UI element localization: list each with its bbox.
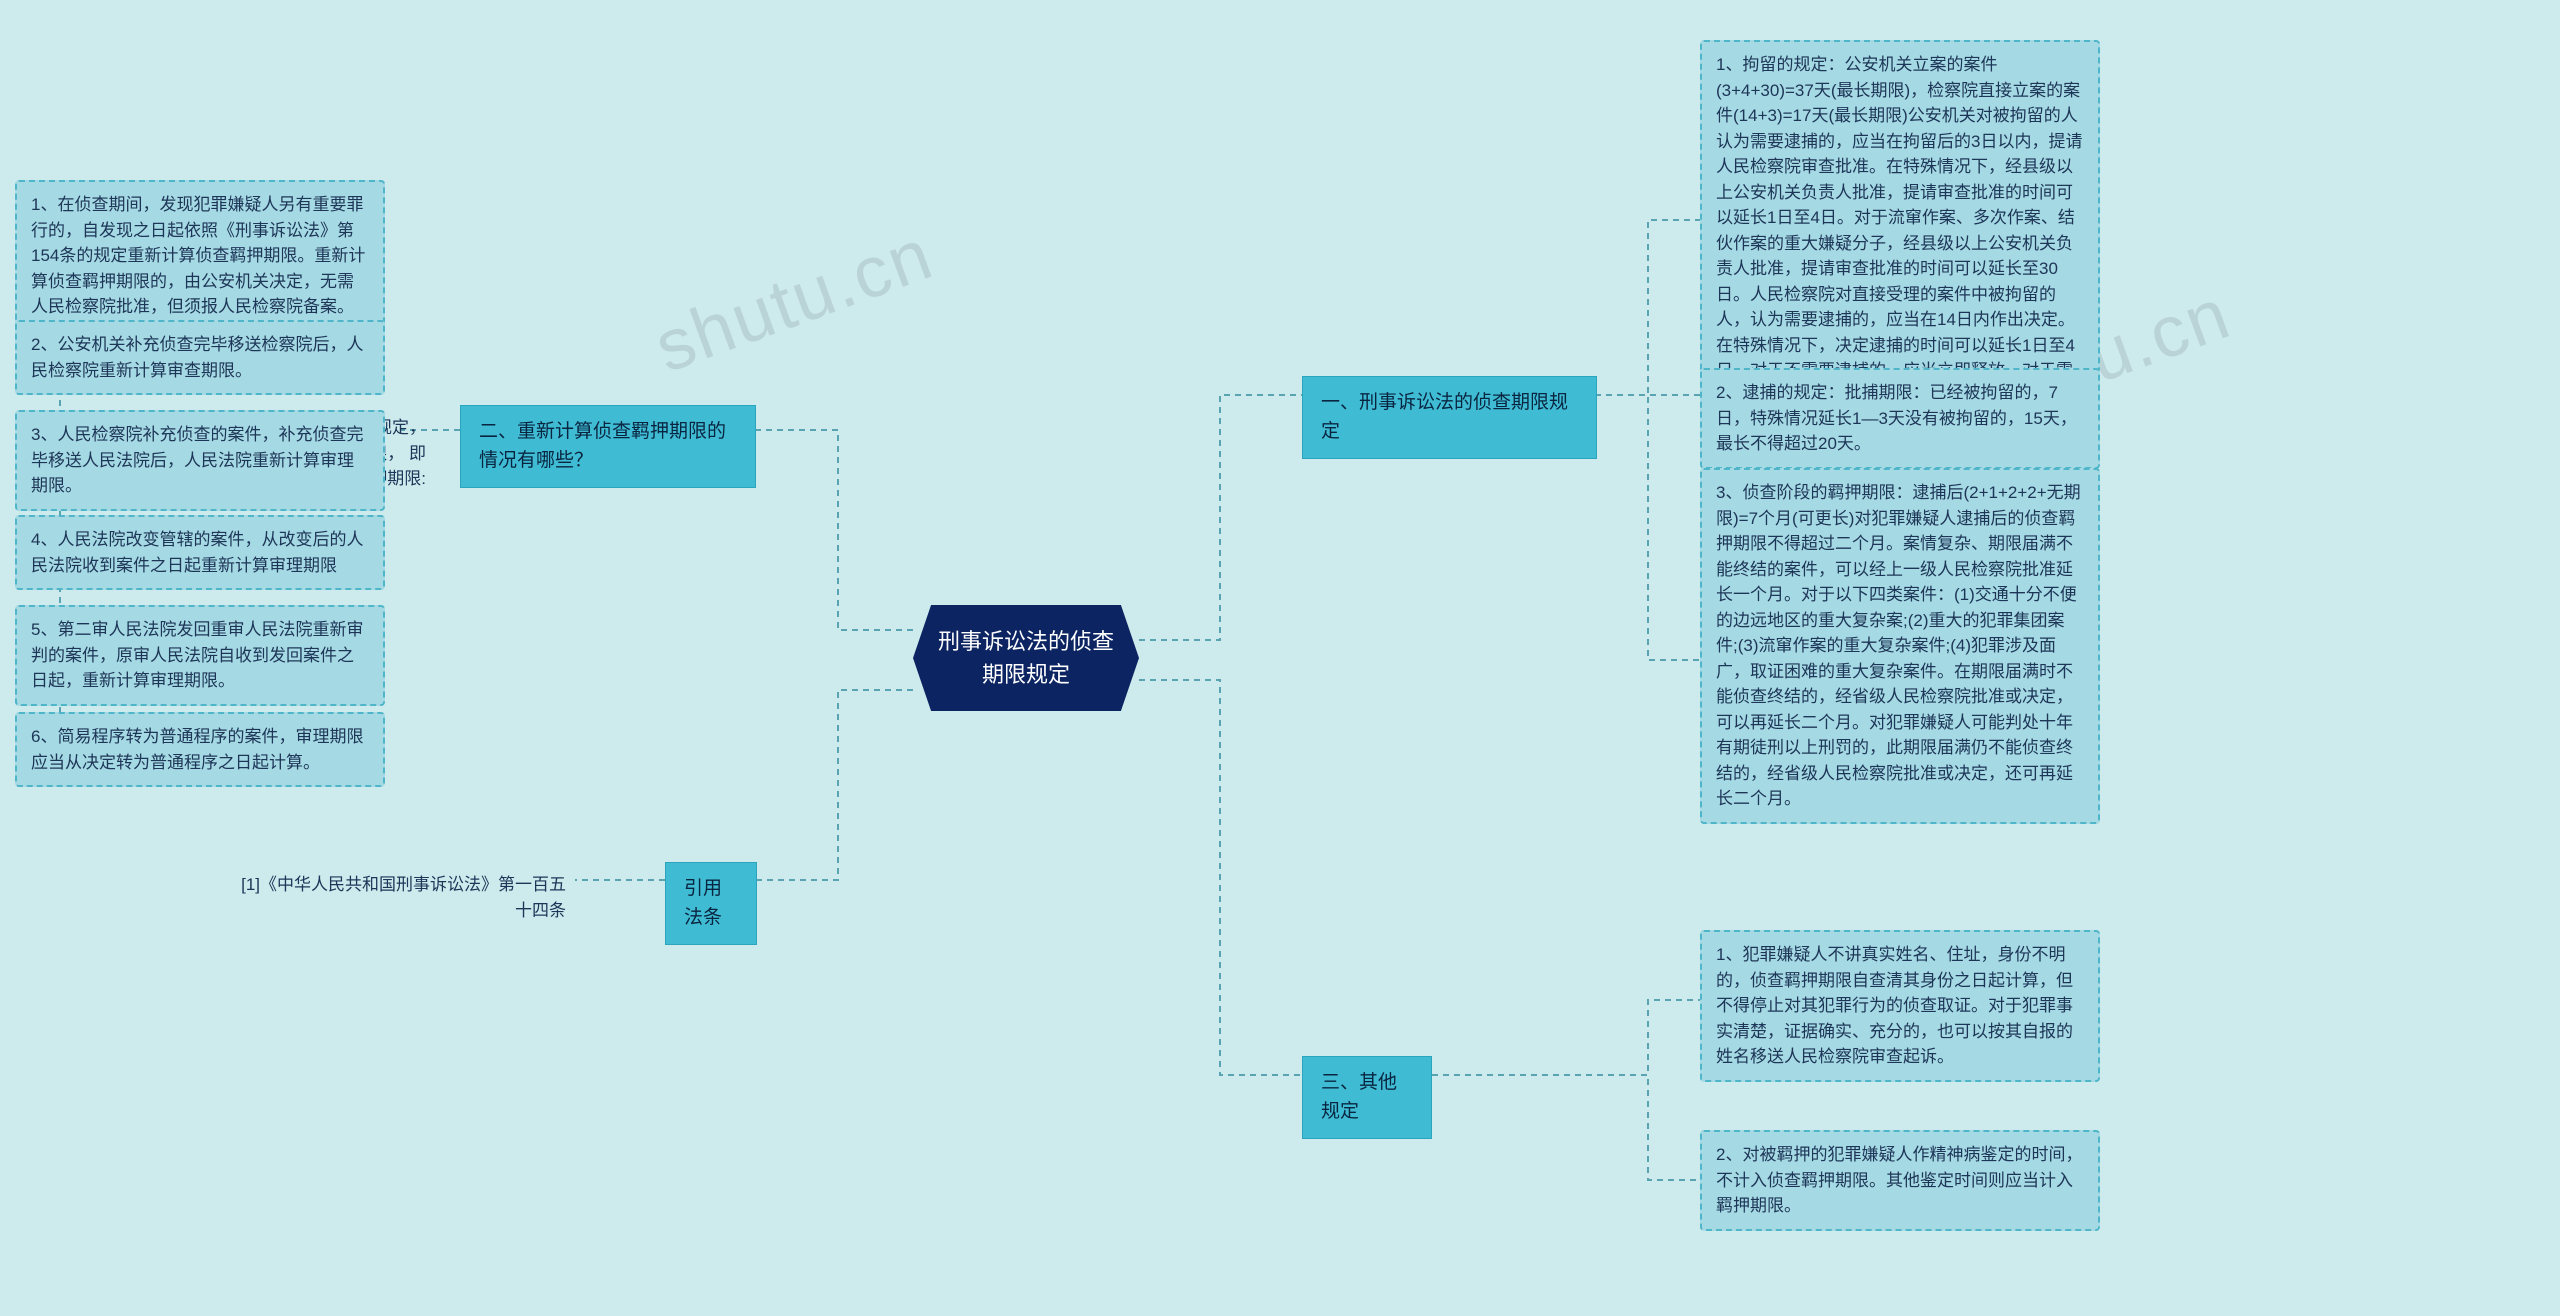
leaf-two-3b: 3、人民检察院补充侦查的案件，补充侦查完毕移送人民法院后，人民法院重新计算审理期…: [15, 410, 385, 511]
leaf-two-5: 5、第二审人民法院发回重审人民法院重新审判的案件，原审人民法院自收到发回案件之日…: [15, 605, 385, 706]
branch-three[interactable]: 三、其他规定: [1302, 1056, 1432, 1139]
watermark: shutu.cn: [645, 213, 944, 389]
leaf-two-1: 1、在侦查期间，发现犯罪嫌疑人另有重要罪行的，自发现之日起依照《刑事诉讼法》第1…: [15, 180, 385, 332]
leaf-one-3: 3、侦查阶段的羁押期限：逮捕后(2+1+2+2+无期限)=7个月(可更长)对犯罪…: [1700, 468, 2100, 824]
center-node: 刑事诉讼法的侦查期限规定: [913, 605, 1139, 711]
branch-one[interactable]: 一、刑事诉讼法的侦查期限规定: [1302, 376, 1597, 459]
leaf-ref-1: [1]《中华人民共和国刑事诉讼法》第一百五十四条: [220, 862, 580, 933]
branch-two[interactable]: 二、重新计算侦查羁押期限的情况有哪些？: [460, 405, 756, 488]
leaf-two-2: 2、公安机关补充侦查完毕移送检察院后，人民检察院重新计算审查期限。: [15, 320, 385, 395]
leaf-one-2: 2、逮捕的规定：批捕期限：已经被拘留的，7日，特殊情况延长1—3天没有被拘留的，…: [1700, 368, 2100, 469]
branch-ref[interactable]: 引用法条: [665, 862, 757, 945]
leaf-two-6: 6、简易程序转为普通程序的案件，审理期限应当从决定转为普通程序之日起计算。: [15, 712, 385, 787]
leaf-two-4: 4、人民法院改变管辖的案件，从改变后的人民法院收到案件之日起重新计算审理期限: [15, 515, 385, 590]
leaf-three-1: 1、犯罪嫌疑人不讲真实姓名、住址，身份不明的，侦查羁押期限自查清其身份之日起计算…: [1700, 930, 2100, 1082]
leaf-three-2: 2、对被羁押的犯罪嫌疑人作精神病鉴定的时间，不计入侦查羁押期限。其他鉴定时间则应…: [1700, 1130, 2100, 1231]
